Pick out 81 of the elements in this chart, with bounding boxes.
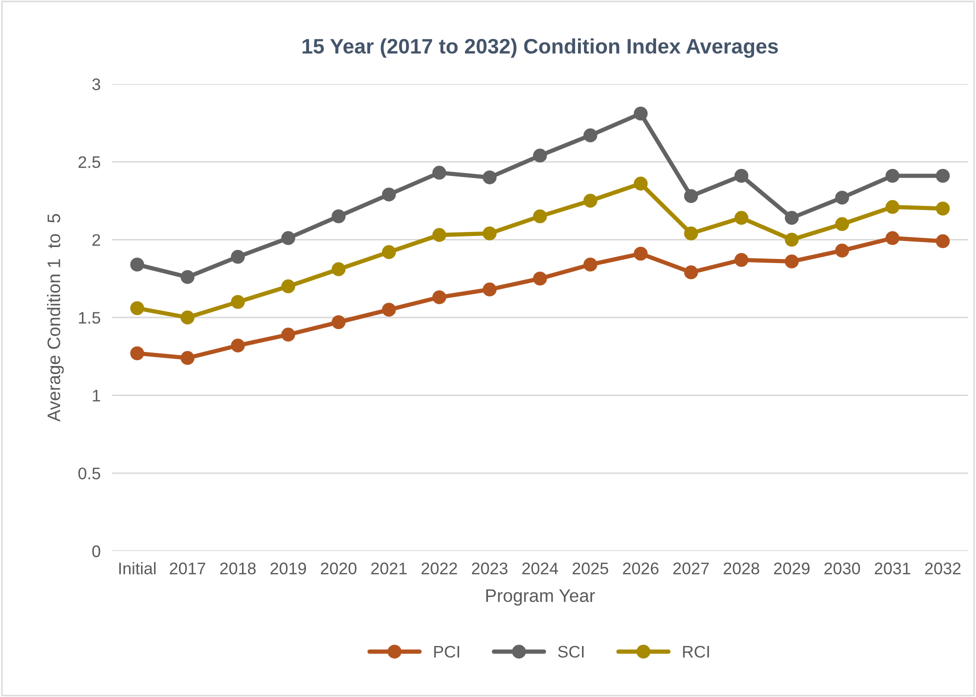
point (684, 265, 698, 280)
point (936, 202, 950, 216)
point (432, 290, 446, 304)
x-tick-label: 2022 (422, 562, 457, 574)
point (583, 194, 598, 208)
y-tick-label: 0.5 (78, 468, 100, 480)
y-tick-label: 1.5 (78, 312, 100, 324)
x-tick-label: 2027 (673, 562, 709, 574)
x-axis-title: Program Year (486, 589, 595, 606)
point (432, 228, 446, 242)
x-tick-label: 2020 (320, 562, 356, 574)
y-tick-label: 0 (92, 545, 100, 558)
point (281, 279, 296, 294)
x-tick-label: Initial (119, 562, 156, 574)
x-tick-label: 2017 (170, 562, 206, 574)
point (784, 254, 799, 268)
point (835, 190, 850, 205)
x-tick-label: 2018 (220, 562, 256, 574)
point (886, 200, 900, 214)
point (180, 310, 194, 324)
x-tick-label: 2031 (874, 562, 910, 574)
point (583, 128, 598, 142)
point (583, 258, 598, 272)
point (482, 170, 497, 184)
chart-title: 15 Year (2017 to 2032) Condition Index Averages (302, 38, 778, 58)
point (180, 270, 194, 284)
x-tick-label: 2023 (472, 562, 508, 574)
point (281, 328, 296, 342)
point (180, 351, 194, 365)
point (332, 315, 346, 330)
point (835, 244, 850, 258)
point (332, 262, 346, 276)
point (281, 231, 296, 246)
point (784, 232, 799, 247)
point (482, 282, 497, 296)
legend-label: SCI (558, 646, 584, 658)
point (382, 188, 396, 202)
point (230, 250, 245, 264)
point (533, 209, 547, 224)
legend-label: RCI (683, 646, 709, 658)
y-tick-label: 2 (92, 234, 100, 246)
x-tick-label: 2026 (623, 562, 659, 574)
point (634, 106, 648, 121)
x-tick-label: 2025 (572, 562, 608, 574)
point (684, 189, 698, 204)
x-tick-label: 2029 (774, 562, 810, 574)
y-axis-title: Average Condition 1 to 5 (47, 214, 64, 422)
x-tick-label: 2024 (522, 562, 558, 574)
y-tick-label: 3 (92, 78, 100, 90)
point (230, 338, 245, 352)
point (936, 234, 950, 248)
point (835, 217, 850, 232)
point (734, 252, 748, 267)
point (382, 245, 396, 260)
x-tick-label: 2028 (724, 562, 760, 574)
point (382, 302, 396, 317)
point (130, 346, 144, 360)
point (784, 210, 799, 225)
point (734, 210, 748, 225)
legend-label: PCI (434, 646, 460, 658)
x-tick-label: 2030 (824, 562, 860, 574)
y-tick-label: 1 (92, 390, 100, 402)
point (533, 148, 547, 163)
x-tick-label: 2032 (925, 562, 961, 574)
point (634, 246, 648, 261)
point (734, 168, 748, 183)
x-tick-label: 2021 (371, 562, 407, 574)
point (684, 226, 698, 240)
point (332, 209, 346, 224)
point (432, 166, 446, 180)
x-tick-label: 2019 (270, 562, 306, 574)
point (230, 294, 245, 309)
point (533, 272, 547, 286)
point (130, 258, 144, 272)
point (886, 231, 900, 246)
point (482, 226, 497, 240)
point (936, 168, 950, 183)
y-tick-label: 2.5 (78, 156, 100, 168)
point (130, 301, 144, 316)
point (634, 176, 648, 191)
point (886, 168, 900, 183)
